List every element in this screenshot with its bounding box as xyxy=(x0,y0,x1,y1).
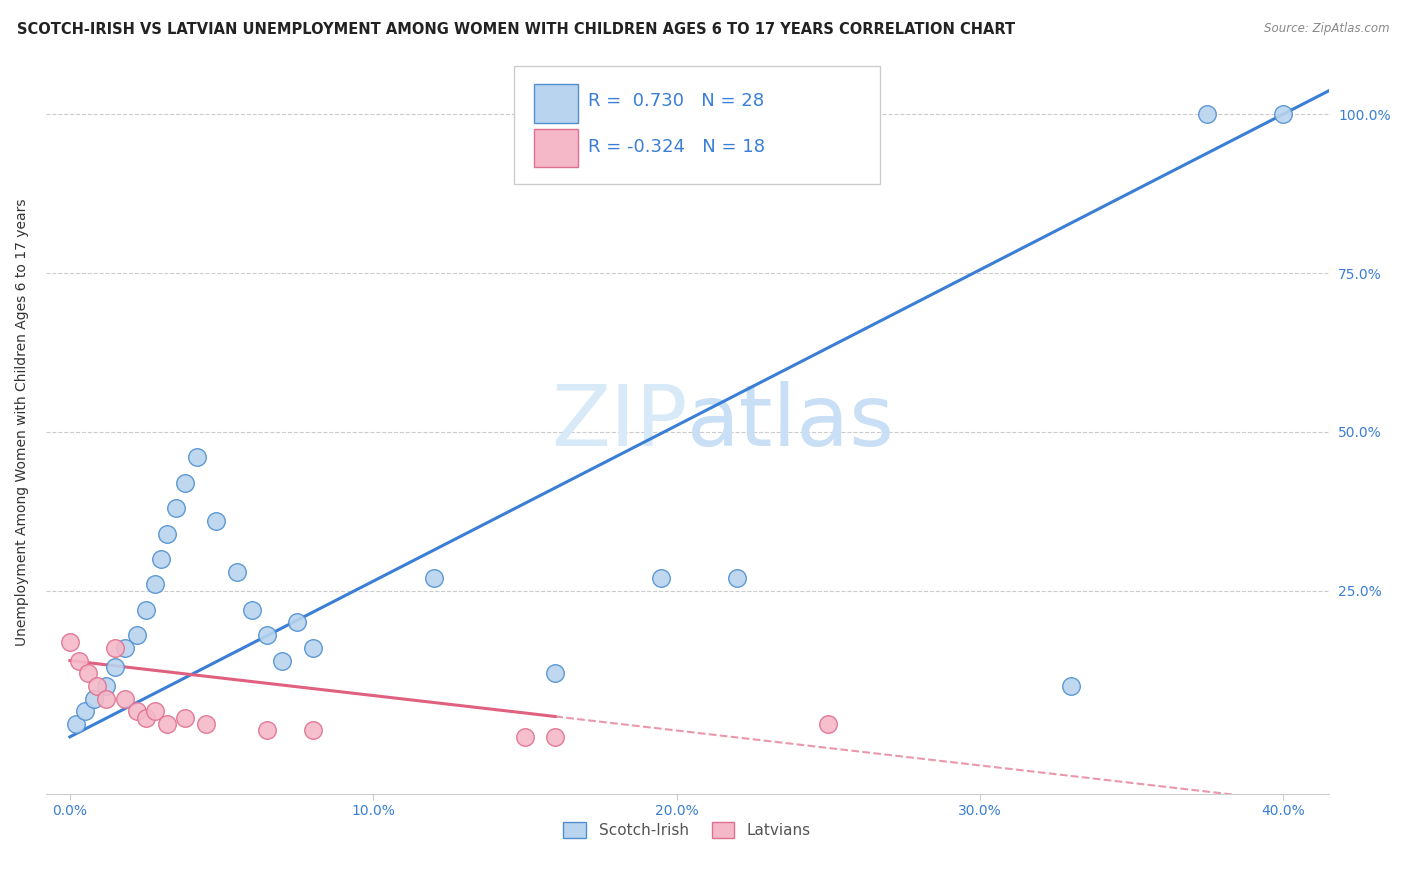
Point xyxy=(513,730,536,744)
Point xyxy=(301,640,323,655)
Point xyxy=(287,615,309,630)
Text: ZIP: ZIP xyxy=(551,381,688,464)
Point xyxy=(225,565,247,579)
Point xyxy=(544,666,567,681)
Point xyxy=(65,717,87,731)
Point xyxy=(650,571,672,585)
Point xyxy=(96,679,118,693)
Text: SCOTCH-IRISH VS LATVIAN UNEMPLOYMENT AMONG WOMEN WITH CHILDREN AGES 6 TO 17 YEAR: SCOTCH-IRISH VS LATVIAN UNEMPLOYMENT AMO… xyxy=(17,22,1015,37)
Point xyxy=(67,654,90,668)
Text: R = -0.324   N = 18: R = -0.324 N = 18 xyxy=(588,138,765,156)
FancyBboxPatch shape xyxy=(534,128,578,168)
Point xyxy=(271,654,294,668)
Point xyxy=(114,691,136,706)
Point xyxy=(174,475,197,490)
Point xyxy=(104,660,127,674)
Point xyxy=(104,640,127,655)
Point xyxy=(135,603,157,617)
Point xyxy=(256,628,278,642)
Point xyxy=(156,526,179,541)
Point xyxy=(1197,107,1219,121)
Text: atlas: atlas xyxy=(688,381,896,464)
Point xyxy=(423,571,446,585)
Text: R =  0.730   N = 28: R = 0.730 N = 28 xyxy=(588,92,765,111)
Point xyxy=(143,577,166,591)
Point xyxy=(83,691,105,706)
Point xyxy=(143,705,166,719)
Point xyxy=(725,571,748,585)
Point xyxy=(204,514,226,528)
Point xyxy=(125,705,148,719)
Point xyxy=(149,552,172,566)
Legend: Scotch-Irish, Latvians: Scotch-Irish, Latvians xyxy=(555,814,818,846)
Text: Source: ZipAtlas.com: Source: ZipAtlas.com xyxy=(1264,22,1389,36)
Point xyxy=(125,628,148,642)
Point xyxy=(75,705,97,719)
Point xyxy=(544,730,567,744)
Point xyxy=(186,450,208,465)
FancyBboxPatch shape xyxy=(515,65,880,185)
Point xyxy=(301,723,323,738)
Point xyxy=(96,691,118,706)
Point xyxy=(86,679,108,693)
Point xyxy=(59,634,82,648)
Point xyxy=(165,501,187,516)
Point xyxy=(240,603,263,617)
Y-axis label: Unemployment Among Women with Children Ages 6 to 17 years: Unemployment Among Women with Children A… xyxy=(15,199,30,646)
Point xyxy=(195,717,218,731)
Point xyxy=(114,640,136,655)
Point xyxy=(135,711,157,725)
Point xyxy=(174,711,197,725)
Point xyxy=(77,666,100,681)
FancyBboxPatch shape xyxy=(534,84,578,123)
Point xyxy=(817,717,839,731)
Point xyxy=(1060,679,1083,693)
Point xyxy=(156,717,179,731)
Point xyxy=(1272,107,1295,121)
Point xyxy=(256,723,278,738)
